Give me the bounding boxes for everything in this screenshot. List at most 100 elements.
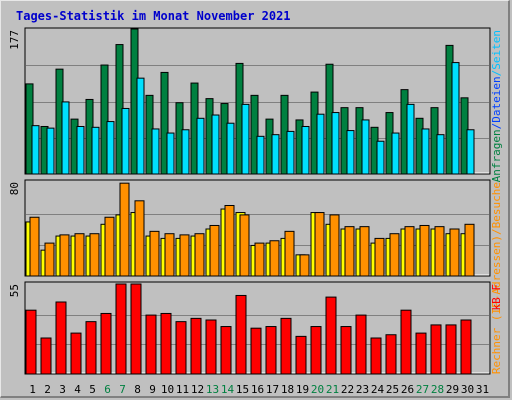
bar-kbytes-day-8 [130,283,142,375]
bar-files-day-20 [316,113,325,175]
x-tick-label-9: 9 [149,383,156,396]
y-axis-label-part: / [490,70,503,77]
bar-files-day-16 [256,135,265,175]
bar-kbytes-day-5 [85,321,97,375]
bar-kbytes-day-12 [190,317,202,375]
bar-visits-day-18 [284,230,295,277]
hosts-visits-panel: 80 Rechner (IP-Adressen)/Besuche [8,179,503,374]
bar-visits-day-1 [29,216,40,277]
bar-requests-day-6 [100,64,109,175]
bar-visits-day-10 [164,233,175,277]
x-tick-label-2: 2 [44,383,51,396]
bar-visits-day-19 [299,254,310,277]
x-tick-label-20: 20 [311,383,324,396]
y-axis-label-part: kB F [490,284,503,311]
x-tick-label-13: 13 [206,383,219,396]
bar-visits-day-14 [224,205,235,277]
bar-visits-day-15 [239,214,250,277]
y-axis-label-part: Anfragen [490,129,503,182]
bar-visits-day-7 [119,182,130,277]
bar-kbytes-day-17 [265,326,277,375]
bar-files-day-4 [76,125,85,175]
bar-kbytes-day-14 [220,326,232,375]
bar-files-day-28 [436,134,445,175]
bar-kbytes-day-22 [340,326,352,375]
y-max-tick-label: 80 [8,182,21,195]
x-tick-label-19: 19 [296,383,309,396]
x-tick-label-22: 22 [341,383,354,396]
bar-files-day-12 [196,117,205,175]
bar-visits-day-8 [134,200,145,277]
bar-files-day-23 [361,119,370,175]
x-tick-label-25: 25 [386,383,399,396]
bar-files-day-5 [91,126,100,175]
bar-visits-day-11 [179,234,190,277]
bar-files-day-24 [376,140,385,175]
x-tick-label-21: 21 [326,383,339,396]
bar-kbytes-day-6 [100,312,112,375]
bar-kbytes-day-15 [235,294,247,375]
y-axis-label-part: Seiten [490,30,503,70]
bar-kbytes-day-25 [385,334,397,375]
y-axis-label-part: / [490,228,503,235]
x-tick-label-14: 14 [221,383,235,396]
x-tick-label-1: 1 [29,383,36,396]
bar-visits-day-20 [314,212,325,277]
bar-files-day-15 [241,103,250,175]
bar-visits-day-5 [89,233,100,277]
bar-kbytes-day-18 [280,317,292,375]
bar-visits-day-17 [269,240,280,277]
bar-visits-day-6 [104,216,115,277]
bar-kbytes-day-21 [325,296,337,375]
bar-files-day-19 [301,125,310,175]
bar-files-day-27 [421,128,430,175]
bar-kbytes-day-29 [445,324,457,375]
x-tick-label-7: 7 [119,383,126,396]
bar-files-day-10 [166,132,175,175]
bar-kbytes-day-7 [115,283,127,375]
bar-files-day-22 [346,130,355,175]
kbytes-panel: 55 kB F [8,281,503,375]
bar-kbytes-day-26 [400,309,412,375]
bar-visits-day-4 [74,233,85,277]
x-tick-label-30: 30 [461,383,474,396]
bar-kbytes-day-28 [430,324,442,375]
y-axis-label-part: / [490,123,503,130]
bar-files-day-13 [211,114,220,175]
y-axis-label-part: Rechner (IP-Adressen) [490,235,503,374]
bar-visits-day-23 [359,226,370,277]
bar-files-day-30 [466,129,475,175]
bar-visits-day-22 [344,226,355,277]
bar-visits-day-26 [404,226,415,277]
y-max-tick-label: 55 [8,284,21,297]
bar-kbytes-day-27 [415,332,427,375]
x-axis-labels: 1 2 3 4 5 6 7 8 9 10 11 12 13 14 15 16 17 18 19 20 21 22 23 24 2… [29,383,489,396]
bar-kbytes-day-30 [460,319,472,375]
bar-files-day-26 [406,103,415,175]
bar-visits-day-27 [419,224,430,277]
bar-requests-day-16 [250,94,259,175]
bar-visits-day-2 [44,242,55,277]
x-tick-label-29: 29 [446,383,459,396]
bar-files-day-1 [31,125,40,175]
x-tick-label-4: 4 [74,383,81,396]
bar-kbytes-day-1 [25,309,37,375]
bar-kbytes-day-24 [370,337,382,375]
bar-files-day-18 [286,130,295,175]
bar-kbytes-day-9 [145,314,157,375]
x-tick-label-24: 24 [371,383,385,396]
bar-kbytes-day-4 [70,332,82,375]
bar-files-day-21 [331,112,340,175]
bar-kbytes-day-16 [250,327,262,375]
bar-files-day-6 [106,121,115,175]
bar-files-day-2 [46,127,55,175]
bar-kbytes-day-23 [355,314,367,375]
y-axis-label: Anfragen/Dateien/Seiten [490,30,503,182]
x-tick-label-31: 31 [476,383,489,396]
bar-kbytes-day-19 [295,335,307,375]
x-tick-label-16: 16 [251,383,264,396]
bar-files-day-8 [136,77,145,175]
